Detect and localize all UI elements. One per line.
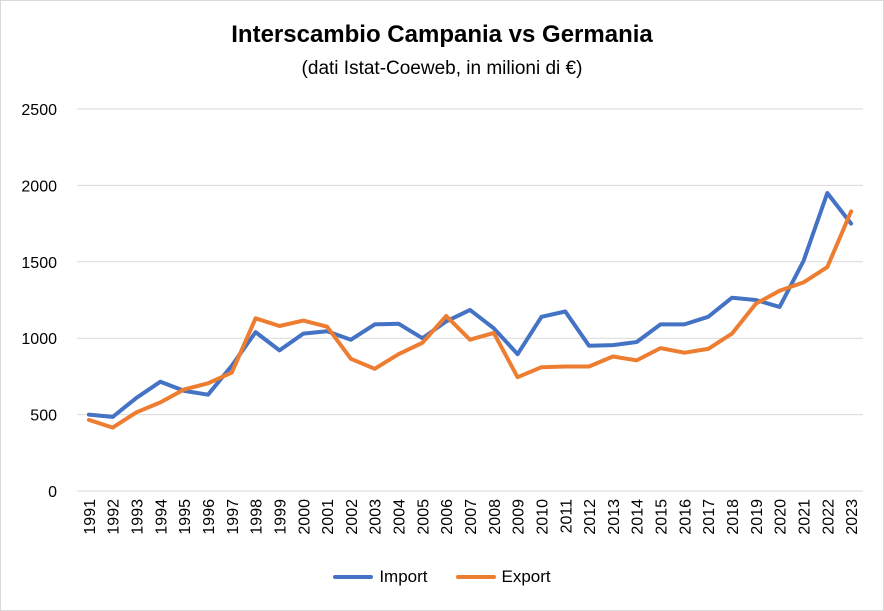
legend-label-export: Export [501,567,551,586]
x-axis-tick-labels: 1991 1992 1993 1994 1995 1996 1997 1998 1999 2000… [82,499,861,535]
x-tick-label: 2006 [439,499,456,535]
x-tick-label: 2008 [487,499,504,535]
x-tick-label: 2000 [296,499,313,535]
x-tick-label: 2015 [654,499,671,535]
x-tick-label: 1995 [177,499,194,535]
x-tick-label: 1997 [225,499,242,535]
chart-title: Interscambio Campania vs Germania [231,21,653,48]
y-tick-label: 0 [48,484,57,501]
y-tick-label: 2500 [21,102,57,119]
x-tick-label: 2005 [415,499,432,535]
x-tick-label: 2004 [392,499,409,535]
legend-swatch-export [455,575,496,579]
x-tick-label: 2013 [606,499,623,535]
x-tick-label: 2018 [725,499,742,535]
x-tick-label: 2003 [368,499,385,535]
x-tick-label: 2023 [844,499,861,535]
legend-item-export: Export [455,567,551,587]
x-tick-label: 1992 [106,499,123,535]
y-tick-label: 500 [30,408,57,425]
x-tick-label: 1991 [82,499,99,535]
x-tick-label: 2012 [582,499,599,535]
y-axis-tick-labels: 0 500 1000 1500 2000 2500 [21,102,57,501]
x-tick-label: 2021 [796,499,813,535]
legend-item-import: Import [333,567,428,587]
y-tick-label: 1000 [21,331,57,348]
x-tick-label: 1996 [201,499,218,535]
x-tick-label: 1999 [272,499,289,535]
x-tick-label: 2007 [463,499,480,535]
series-line-import [86,191,854,419]
x-tick-label: 2009 [511,499,528,535]
x-tick-label: 2016 [677,499,694,535]
x-tick-label: 2001 [320,499,337,535]
legend: Import Export [1,567,883,587]
chart-subtitle: (dati Istat-Coeweb, in milioni di €) [301,58,583,79]
x-tick-label: 2017 [701,499,718,535]
x-tick-label: 1994 [153,499,170,535]
x-tick-label: 2010 [534,499,551,535]
x-tick-label: 2022 [820,499,837,535]
y-tick-label: 1500 [21,255,57,272]
gridlines [77,108,863,492]
series-line-export [86,209,854,430]
legend-swatch-import [333,575,374,579]
x-tick-label: 2011 [558,499,575,534]
series-lines [86,191,854,430]
x-tick-label: 2014 [630,499,647,535]
y-tick-label: 2000 [21,178,57,195]
x-tick-label: 2019 [749,499,766,535]
x-tick-label: 1993 [130,499,147,535]
legend-label-import: Import [379,567,428,586]
x-tick-label: 1998 [249,499,266,535]
x-tick-label: 2002 [344,499,361,535]
x-tick-label: 2020 [773,499,790,535]
